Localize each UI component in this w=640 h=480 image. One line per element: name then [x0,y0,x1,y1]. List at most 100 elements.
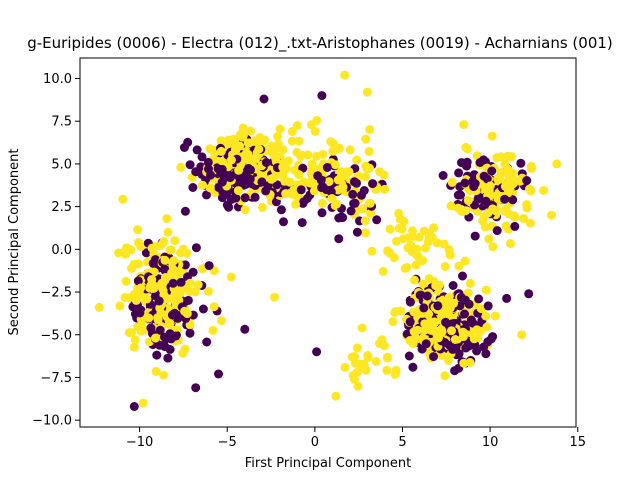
scatter-point [261,158,271,167]
y-tick-label: −10.0 [32,414,72,429]
y-tick-label: −5.0 [40,328,72,343]
scatter-point [525,218,535,228]
scatter-point [415,290,425,300]
scatter-point [461,206,471,216]
scatter-point [151,333,160,343]
scatter-point [152,350,162,360]
scatter-point [446,201,456,211]
scatter-point [465,278,475,288]
scatter-point [522,176,532,185]
scatter-point [463,288,473,298]
scatter-point [317,198,327,208]
scatter-point [361,228,371,238]
scatter-point [447,326,456,336]
scatter-point [481,285,491,295]
scatter-point [484,234,494,244]
scatter-point [169,256,179,266]
scatter-point [192,145,202,155]
scatter-point [296,151,306,161]
scatter-point [154,296,164,306]
scatter-point [460,178,470,188]
scatter-point [406,240,416,250]
scatter-point [438,171,448,180]
scatter-point [183,295,193,305]
x-axis-ticks: −10 −5 0 5 10 15 [126,427,586,450]
scatter-point [160,273,170,282]
scatter-point [180,206,190,216]
scatter-point [326,187,336,197]
scatter-point [224,202,234,212]
scatter-point [234,165,244,175]
scatter-point [431,281,441,291]
scatter-point [250,192,260,202]
scatter-point [474,294,484,304]
scatter-point [420,319,430,329]
scatter-point [312,151,321,161]
scatter-point [159,370,168,380]
scatter-point [287,127,297,136]
scatter-point [196,162,206,172]
scatter-point [440,262,450,271]
scatter-points [94,70,562,411]
scatter-point [275,124,285,134]
scatter-point [422,291,432,301]
scatter-point [469,334,479,344]
scatter-point [391,365,401,375]
scatter-point [259,94,269,104]
scatter-point [365,125,375,134]
scatter-point [191,243,201,253]
scatter-point [281,189,291,199]
scatter-point [278,145,288,155]
y-tick-label: 7.5 [51,115,72,130]
scatter-point [258,202,267,212]
scatter-point [358,204,368,214]
scatter-point [297,218,307,228]
scatter-point [231,193,241,203]
y-axis-label: Second Principal Component [7,149,22,336]
scatter-point [266,174,276,184]
scatter-point [457,158,466,168]
scatter-point [245,174,255,184]
scatter-point [552,159,562,169]
scatter-point [388,317,398,327]
scatter-point [324,177,334,187]
scatter-point [481,311,491,321]
scatter-point [305,178,315,188]
scatter-point [468,177,478,187]
scatter-point [418,256,428,266]
scatter-point [310,127,320,136]
scatter-point [287,136,297,146]
scatter-point [160,255,170,265]
scatter-point [155,325,165,335]
scatter-point [392,236,401,246]
scatter-point [408,362,418,372]
scatter-point [380,184,390,194]
scatter-point [287,189,297,199]
scatter-point [466,315,476,325]
scatter-point [456,292,466,302]
scatter-point [433,301,443,311]
scatter-point [165,319,175,328]
scatter-point [188,267,198,277]
scatter-point [167,268,177,278]
scatter-point [509,211,519,221]
scatter-point [168,278,178,288]
scatter-point [405,317,415,327]
scatter-point [382,352,392,362]
scatter-point [133,225,143,235]
scatter-point [233,186,243,196]
scatter-point [488,204,498,214]
scatter-point [348,189,358,199]
scatter-point [547,210,556,220]
scatter-point [135,308,145,318]
scatter-point [434,333,443,343]
scatter-point [347,352,357,362]
scatter-point [460,309,469,319]
scatter-point [185,320,195,330]
scatter-point [430,318,440,328]
scatter-point [459,120,469,130]
scatter-point [296,185,306,195]
x-tick-label: 15 [569,435,586,450]
scatter-point [175,248,185,258]
